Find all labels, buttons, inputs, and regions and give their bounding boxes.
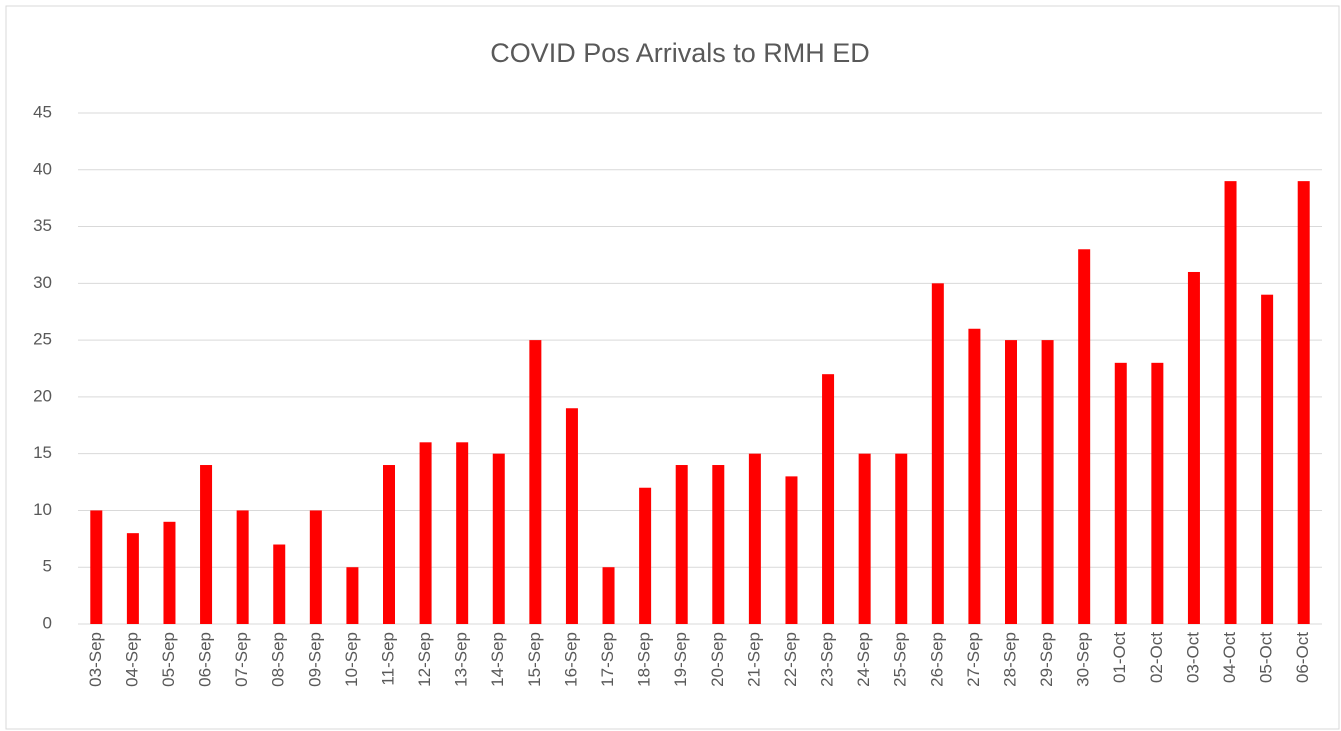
- bar: [602, 567, 615, 624]
- x-tick-label: 14-Sep: [488, 632, 507, 687]
- bar: [675, 465, 688, 624]
- y-tick-label: 10: [33, 500, 52, 519]
- x-tick-label: 05-Sep: [159, 632, 178, 687]
- x-tick-label: 22-Sep: [781, 632, 800, 687]
- x-tick-label: 11-Sep: [378, 632, 397, 686]
- bar: [529, 340, 542, 624]
- x-tick-label: 18-Sep: [635, 632, 654, 687]
- bar: [1041, 340, 1054, 624]
- x-tick-label: 05-Oct: [1257, 632, 1276, 683]
- bar: [748, 453, 761, 624]
- bar: [90, 510, 103, 624]
- x-tick-label: 21-Sep: [744, 632, 763, 687]
- y-tick-label: 5: [43, 557, 52, 576]
- x-tick-label: 19-Sep: [671, 632, 690, 687]
- bar: [1261, 294, 1274, 624]
- bar: [1114, 362, 1127, 624]
- bar: [1297, 181, 1310, 624]
- x-tick-label: 03-Sep: [86, 632, 105, 687]
- bar: [639, 487, 652, 624]
- bar: [419, 442, 432, 624]
- bar: [1005, 340, 1017, 624]
- y-tick-label: 30: [33, 273, 52, 292]
- y-tick-label: 20: [33, 386, 52, 405]
- bar: [931, 283, 944, 624]
- bar: [309, 510, 322, 624]
- x-tick-label: 09-Sep: [305, 632, 324, 687]
- bar: [712, 465, 725, 624]
- y-tick-label: 40: [33, 159, 52, 178]
- x-tick-label: 26-Sep: [927, 632, 946, 687]
- x-tick-label: 07-Sep: [232, 632, 251, 687]
- bar: [200, 465, 213, 624]
- bar: [163, 521, 176, 624]
- bar: [1224, 181, 1237, 624]
- x-tick-label: 23-Sep: [818, 632, 837, 687]
- bar: [1187, 271, 1200, 624]
- bar: [785, 476, 798, 624]
- x-tick-label: 20-Sep: [708, 632, 727, 687]
- bar: [968, 328, 981, 624]
- x-tick-label: 27-Sep: [964, 632, 983, 687]
- x-tick-label: 28-Sep: [1000, 632, 1019, 687]
- x-tick-label: 12-Sep: [415, 632, 434, 687]
- y-tick-label: 0: [43, 613, 52, 632]
- bar: [895, 453, 908, 624]
- x-tick-label: 17-Sep: [598, 632, 617, 687]
- y-tick-label: 25: [33, 330, 52, 349]
- x-tick-label: 15-Sep: [525, 632, 544, 687]
- y-tick-label: 45: [33, 102, 52, 121]
- bar: [822, 374, 835, 624]
- y-tick-label: 35: [33, 216, 52, 235]
- bar: [236, 510, 249, 624]
- bar: [1078, 249, 1091, 624]
- chart-title: COVID Pos Arrivals to RMH ED: [490, 38, 870, 68]
- bar: [273, 544, 286, 624]
- x-tick-label: 10-Sep: [342, 632, 361, 687]
- x-tick-label: 04-Sep: [122, 632, 141, 687]
- bar: [383, 465, 395, 624]
- x-tick-label: 01-Oct: [1110, 632, 1129, 683]
- x-tick-label: 08-Sep: [269, 632, 288, 687]
- x-tick-label: 29-Sep: [1037, 632, 1056, 687]
- x-tick-label: 02-Oct: [1147, 632, 1166, 683]
- bar: [492, 453, 505, 624]
- bar: [858, 453, 871, 624]
- x-tick-label: 06-Oct: [1293, 632, 1312, 683]
- bar: [1151, 362, 1164, 624]
- x-tick-label: 30-Sep: [1074, 632, 1093, 687]
- bar: [456, 442, 469, 624]
- x-tick-label: 06-Sep: [196, 632, 215, 687]
- x-tick-label: 24-Sep: [854, 632, 873, 687]
- x-tick-label: 16-Sep: [561, 632, 580, 687]
- bar: [126, 533, 139, 624]
- bar: [565, 408, 578, 624]
- x-tick-label: 13-Sep: [452, 632, 471, 687]
- x-tick-label: 04-Oct: [1220, 632, 1239, 683]
- y-tick-label: 15: [33, 443, 52, 462]
- x-tick-label: 03-Oct: [1183, 632, 1202, 683]
- x-tick-label: 25-Sep: [891, 632, 910, 687]
- bar: [346, 567, 359, 624]
